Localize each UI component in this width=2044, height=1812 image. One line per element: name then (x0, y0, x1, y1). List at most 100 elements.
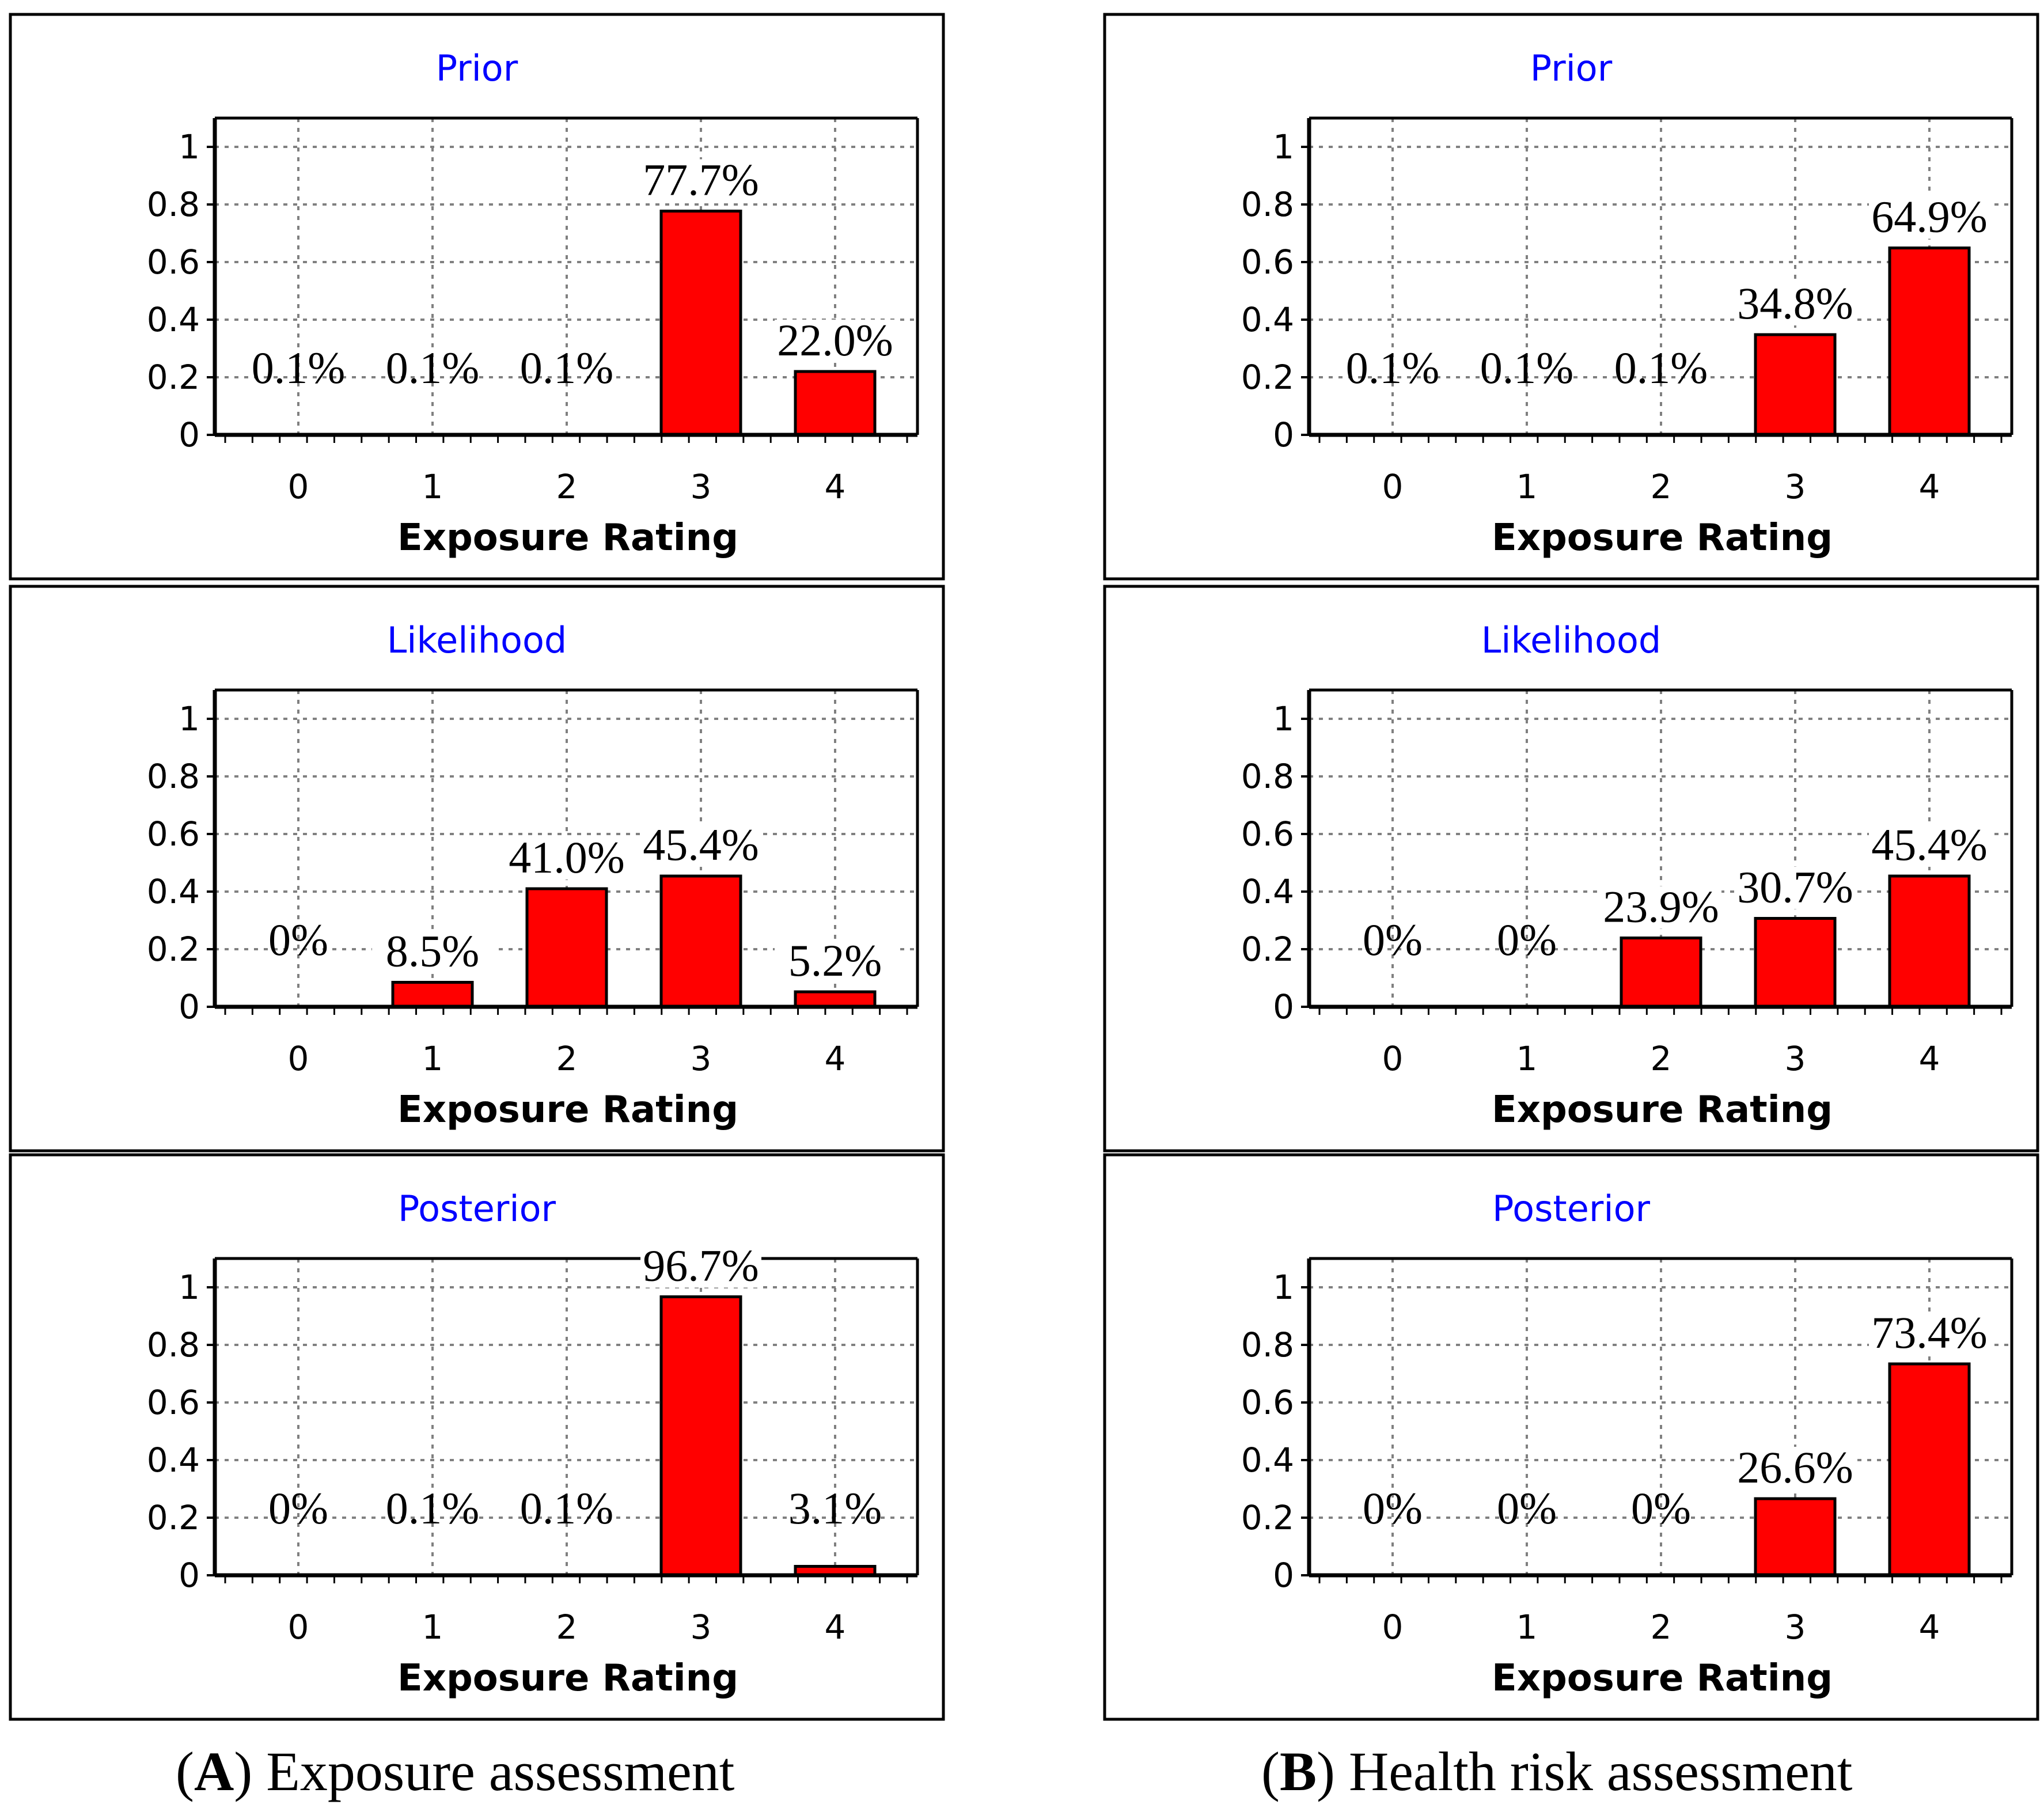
data-label-bg (775, 940, 896, 983)
y-tick-label: 1 (179, 699, 200, 738)
caption-a-letter: A (194, 1741, 234, 1802)
panel-frame (9, 13, 945, 581)
panel-frame (1103, 1153, 2039, 1721)
x-axis-label: Exposure Rating (397, 1089, 738, 1131)
caption-b-text: Health risk assessment (1348, 1741, 1853, 1802)
data-label: 96.7% (643, 1241, 759, 1291)
y-tick-label: 0.8 (1241, 757, 1294, 796)
y-tick-label: 0.6 (1241, 814, 1294, 854)
panel-frame (9, 585, 945, 1153)
y-tick-label: 0.4 (1241, 872, 1294, 911)
bar-4 (794, 370, 877, 437)
y-tick-label: 0.2 (147, 358, 200, 397)
data-label: 5.2% (788, 935, 882, 985)
data-label-bg (640, 1245, 761, 1288)
caption-a-text: Exposure assessment (266, 1741, 735, 1802)
x-tick-label: 3 (691, 1608, 712, 1647)
x-tick-label: 2 (556, 1608, 578, 1647)
y-tick-label: 0 (179, 415, 200, 454)
data-label: 41.0% (509, 832, 624, 882)
y-tick-label: 0.2 (1241, 358, 1294, 397)
y-tick-label: 1 (1273, 127, 1294, 166)
x-tick-label: 0 (1382, 1608, 1404, 1647)
data-label: 23.9% (1603, 882, 1719, 932)
y-tick-label: 0.6 (1241, 1383, 1294, 1422)
y-tick-label: 1 (1273, 699, 1294, 738)
data-label: 3.1% (788, 1483, 882, 1533)
chart-title: Likelihood (1481, 619, 1662, 661)
caption-a: (A) Exposure assessment (176, 1741, 735, 1802)
y-tick-label: 1 (179, 127, 200, 166)
bar-3 (659, 1295, 742, 1577)
y-tick-label: 0.4 (1241, 300, 1294, 339)
x-tick-label: 4 (825, 1039, 846, 1078)
chart-title: Posterior (398, 1188, 556, 1230)
data-label: 0.1% (520, 1483, 613, 1533)
bar-3 (659, 874, 742, 1009)
x-tick-label: 0 (288, 467, 309, 506)
data-label-bg (1869, 824, 1990, 867)
bar-4 (1888, 874, 1971, 1009)
x-tick-label: 3 (1785, 1039, 1806, 1078)
x-axis-label: Exposure Rating (1492, 517, 1833, 559)
y-tick-label: 0.6 (1241, 242, 1294, 282)
y-tick-label: 0.8 (147, 757, 200, 796)
data-label-bg (640, 824, 761, 867)
x-axis-label: Exposure Rating (1492, 1657, 1833, 1700)
bar-4 (794, 990, 877, 1009)
x-tick-label: 2 (1651, 1039, 1672, 1078)
y-tick-label: 0.4 (1241, 1440, 1294, 1480)
data-label: 64.9% (1871, 192, 1987, 242)
caption-b: (B) Health risk assessment (1261, 1741, 1853, 1802)
caption-b-letter: B (1279, 1741, 1317, 1802)
bar-3 (1754, 1497, 1837, 1577)
x-tick-label: 0 (288, 1608, 309, 1647)
data-label: 45.4% (643, 820, 759, 870)
y-tick-label: 0.8 (147, 1325, 200, 1364)
data-label: 0% (1497, 1483, 1557, 1533)
data-label: 30.7% (1737, 862, 1853, 912)
x-tick-label: 1 (1516, 1608, 1538, 1647)
x-tick-label: 0 (1382, 467, 1404, 506)
data-label: 34.8% (1737, 278, 1853, 328)
chart-title: Prior (436, 47, 518, 89)
y-tick-label: 0.6 (147, 814, 200, 854)
x-tick-label: 1 (422, 467, 443, 506)
data-label: 45.4% (1871, 820, 1987, 870)
x-axis-label: Exposure Rating (1492, 1089, 1833, 1131)
y-tick-label: 0 (1273, 1556, 1294, 1595)
data-label: 22.0% (777, 315, 893, 365)
x-tick-label: 2 (556, 1039, 578, 1078)
bar-3 (1754, 333, 1837, 437)
x-tick-label: 2 (1651, 467, 1672, 506)
x-tick-label: 3 (691, 467, 712, 506)
x-tick-label: 1 (1516, 1039, 1538, 1078)
bar-3 (659, 210, 742, 437)
x-tick-label: 1 (1516, 467, 1538, 506)
y-tick-label: 0 (1273, 415, 1294, 454)
bar-2 (1620, 937, 1702, 1009)
chart-panel-A-prior: Prior 0 0.2 0.4 0.6 0.8 1 0 1 2 3 4 Exposure Rating 0… (9, 13, 945, 581)
y-tick-label: 0.2 (1241, 1498, 1294, 1537)
data-label: 0% (1497, 915, 1557, 965)
data-label-bg (1735, 866, 1856, 909)
data-label: 73.4% (1871, 1307, 1987, 1358)
panel-frame (9, 1153, 945, 1721)
data-label-bg (775, 320, 896, 362)
x-tick-label: 4 (825, 1608, 846, 1647)
data-label: 0.1% (1614, 343, 1708, 393)
y-tick-label: 0 (1273, 987, 1294, 1026)
y-tick-label: 0.4 (147, 300, 200, 339)
y-tick-label: 1 (179, 1268, 200, 1307)
data-label-bg (1869, 1312, 1990, 1355)
x-tick-label: 4 (1919, 1608, 1940, 1647)
x-tick-label: 4 (825, 467, 846, 506)
data-label: 0% (1363, 915, 1423, 965)
y-tick-label: 1 (1273, 1268, 1294, 1307)
bar-4 (1888, 1362, 1971, 1577)
y-tick-label: 0.6 (147, 242, 200, 282)
data-label: 0.1% (386, 1483, 479, 1533)
chart-panel-A-posterior: Posterior 0 0.2 0.4 0.6 0.8 1 0 1 2 3 4 Exposure Rat… (9, 1153, 945, 1721)
